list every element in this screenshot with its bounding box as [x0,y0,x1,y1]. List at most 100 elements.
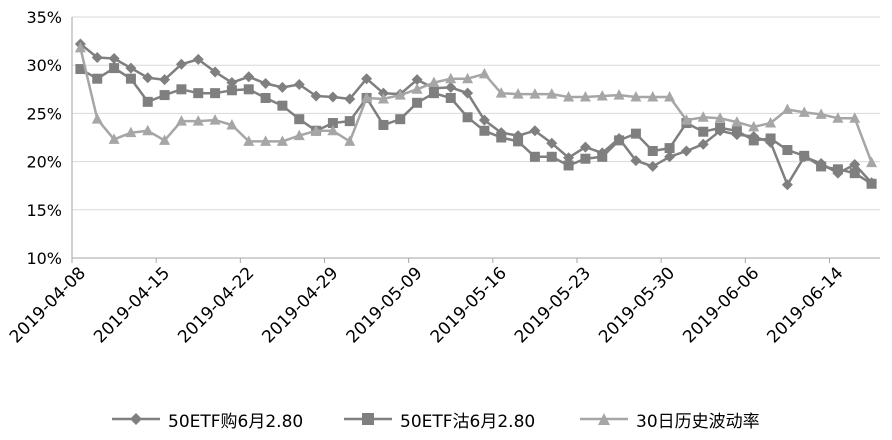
point-marker [529,88,541,99]
y-tick-label: 15% [26,201,62,220]
legend-item-call: 50ETF购6月2.80 [110,408,303,432]
y-axis-ticks: 10% 15% 20% 25% 30% 35% [26,8,62,268]
point-marker [748,135,759,146]
point-marker [664,91,676,102]
point-marker [512,88,524,99]
point-marker [209,114,221,125]
point-marker [176,84,187,95]
series-group [74,38,878,191]
point-marker [75,64,86,75]
point-marker [731,116,743,127]
point-marker [596,90,608,101]
point-marker [647,91,659,102]
point-marker [866,178,877,189]
point-marker [327,118,338,129]
point-marker [394,89,406,100]
point-marker [647,145,658,156]
point-marker [832,164,843,175]
point-marker [546,88,558,99]
y-tick-label: 10% [26,249,62,268]
point-marker [849,168,860,179]
x-axis-ticks: 2019-04-08 2019-04-15 2019-04-22 2019-04-29… [6,263,848,347]
point-marker [495,87,507,98]
x-tick-label: 2019-04-08 [6,263,90,347]
point-marker [816,161,827,172]
point-marker [799,150,810,161]
point-marker [142,96,153,107]
point-marker [563,160,574,171]
point-marker [276,81,288,93]
point-marker [395,114,406,125]
point-marker [815,108,827,119]
point-marker [226,85,237,96]
point-marker [445,81,457,93]
point-marker [782,145,793,156]
point-marker [243,71,255,83]
point-marker [680,114,692,125]
point-marker [310,90,322,102]
point-marker [159,90,170,101]
point-marker [698,126,709,137]
x-tick-label: 2019-04-29 [258,263,342,347]
point-marker [92,73,103,84]
point-marker [765,133,776,144]
x-tick-label: 2019-05-30 [595,263,679,347]
y-tick-label: 35% [26,8,62,27]
point-marker [798,106,810,117]
legend-item-put: 50ETF沽6月2.80 [342,408,536,432]
point-marker [74,41,86,53]
point-marker [276,135,288,146]
point-marker [109,63,120,74]
series-1 [74,38,878,191]
point-marker [680,145,692,157]
point-marker [428,88,439,99]
point-marker [697,111,709,122]
point-marker [546,151,557,162]
legend-diamond-marker-icon [112,413,160,425]
point-marker [462,112,473,123]
point-marker [445,92,456,103]
point-marker [478,114,490,126]
point-marker [327,124,339,136]
point-marker [597,151,608,162]
point-marker [260,92,271,103]
point-marker [849,112,861,123]
point-marker [664,143,675,154]
point-marker [125,62,137,74]
point-marker [159,74,171,86]
point-marker [378,119,389,130]
x-tick-label: 2019-05-16 [427,263,511,347]
point-marker [714,112,726,123]
point-marker [277,100,288,111]
point-marker [108,52,120,64]
point-marker [260,78,272,90]
point-marker [579,91,591,102]
point-marker [715,122,726,133]
point-marker [630,128,641,139]
legend-label-put: 50ETF沽6月2.80 [400,411,536,432]
point-marker [243,84,254,95]
point-marker [563,91,575,102]
point-marker [462,87,474,99]
point-marker [781,179,793,191]
point-marker [125,73,136,84]
point-marker [513,136,524,147]
point-marker [243,135,255,146]
point-marker [293,129,305,141]
x-tick-label: 2019-05-23 [511,263,595,347]
point-marker [849,158,861,170]
point-marker [614,135,625,146]
chart-area: 10%15%20%25%30%35% 2019-04-08 2019-04-15 2… [6,8,880,347]
point-marker [91,113,103,124]
point-marker [546,137,558,149]
y-tick-label: 25% [26,104,62,123]
x-tick-label: 2019-06-06 [679,263,763,347]
point-marker [192,53,204,65]
point-marker [210,88,221,99]
y-tick-label: 30% [26,56,62,75]
point-marker [344,93,356,105]
point-marker [344,116,355,127]
point-marker [478,67,490,79]
point-marker [91,51,103,63]
point-marker [361,73,373,85]
